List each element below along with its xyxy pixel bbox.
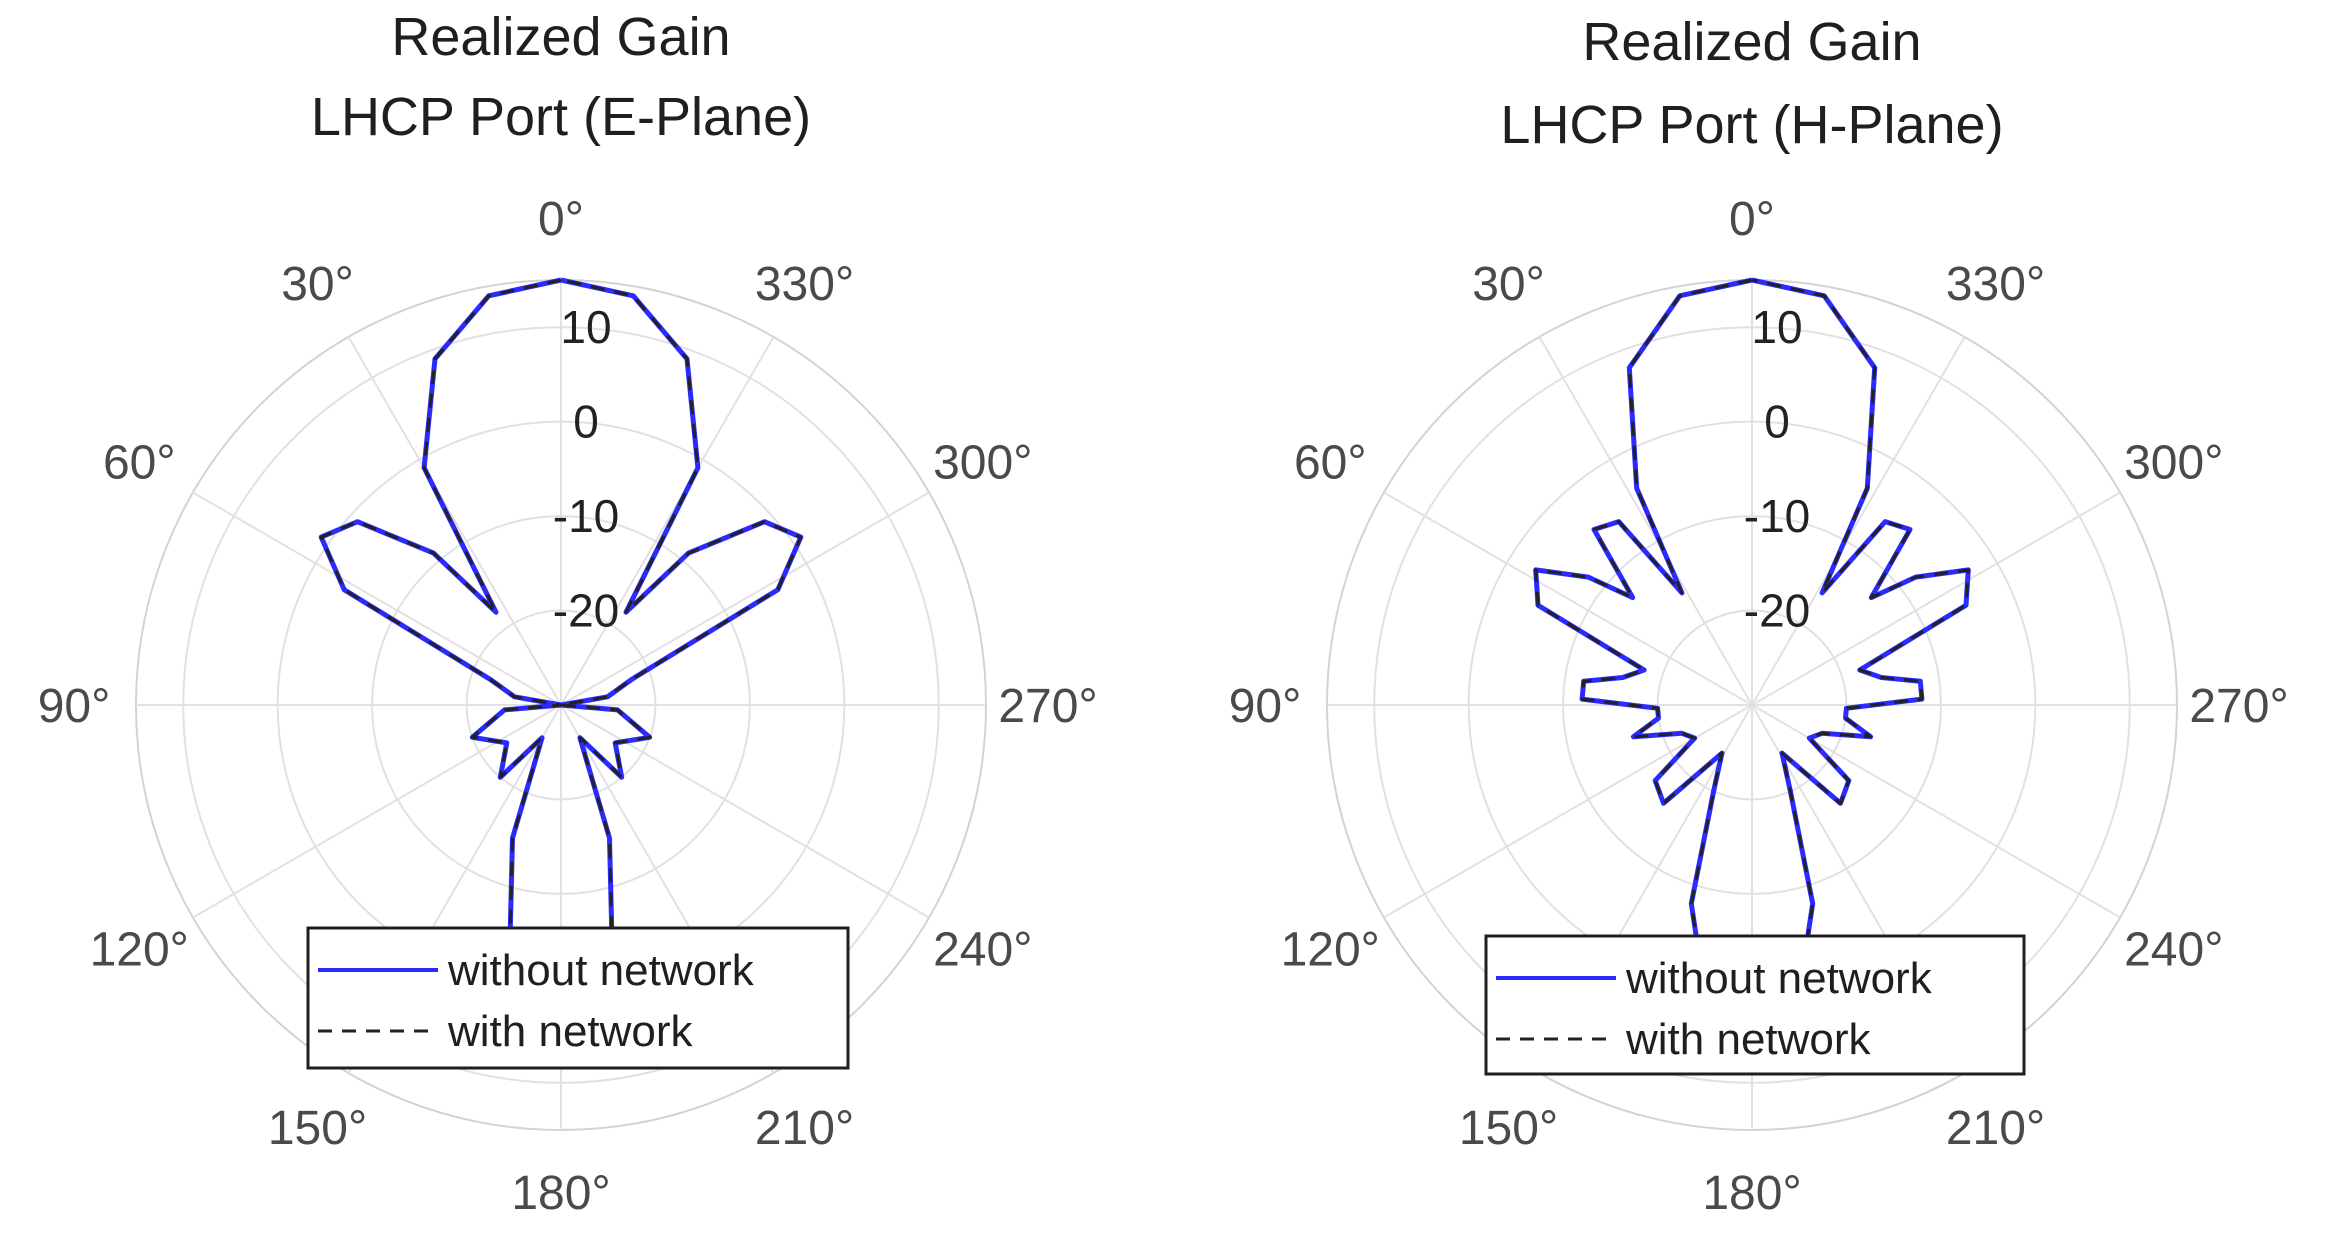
angle-tick-label: 180° (1702, 1167, 1801, 1220)
angle-tick-label: 240° (2124, 924, 2223, 977)
angle-tick-label: 0° (1729, 193, 1775, 246)
angle-tick-label: 330° (755, 258, 854, 311)
angle-tick-label: 60° (103, 437, 176, 490)
angle-tick-label: 90° (1229, 680, 1302, 733)
angle-tick-label: 300° (933, 437, 1032, 490)
radial-tick-label: -20 (553, 585, 619, 637)
grid-spoke (1751, 491, 2121, 706)
angle-tick-label: 210° (755, 1102, 854, 1155)
angle-tick-label: 30° (1472, 258, 1545, 311)
legend-entry-label: with network (1625, 1015, 1872, 1064)
legend-entry-label: without network (447, 946, 755, 995)
angle-tick-label: 240° (933, 924, 1032, 977)
grid-spoke (560, 491, 930, 706)
grid-spoke (347, 336, 562, 706)
grid-spoke (192, 491, 562, 706)
angle-tick-label: 120° (1281, 924, 1380, 977)
angle-tick-label: 180° (511, 1167, 610, 1220)
radial-tick-label: 0 (1764, 396, 1790, 448)
grid-spoke (1383, 491, 1753, 706)
radial-tick-label: 10 (1751, 301, 1802, 353)
chart-title-line-2: LHCP Port (H-Plane) (1500, 95, 2003, 155)
angle-tick-label: 330° (1946, 258, 2045, 311)
angle-tick-label: 60° (1294, 437, 1367, 490)
angle-tick-label: 150° (1459, 1102, 1558, 1155)
angle-tick-label: 210° (1946, 1102, 2045, 1155)
polar-chart-h-plane: Realized Gain LHCP Port (H-Plane) 0° 30° 60°… (1229, 12, 2289, 1220)
legend-box (1484, 934, 2026, 1076)
radial-tick-label: -10 (1744, 490, 1810, 542)
chart-title-line-1: Realized Gain (391, 7, 730, 67)
chart-title-line-1: Realized Gain (1582, 12, 1921, 72)
angle-tick-label: 150° (268, 1102, 367, 1155)
angle-tick-label: 270° (2189, 680, 2288, 733)
angle-tick-label: 270° (998, 680, 1097, 733)
angle-tick-label: 120° (90, 924, 189, 977)
legend-entry-label: without network (1625, 954, 1933, 1003)
grid-spoke (560, 336, 775, 706)
chart-title-line-2: LHCP Port (E-Plane) (311, 87, 811, 147)
angle-tick-label: 0° (538, 193, 584, 246)
radial-tick-label: -10 (553, 490, 619, 542)
angle-tick-label: 300° (2124, 437, 2223, 490)
legend-entry-label: with network (447, 1007, 694, 1056)
grid-spoke (1751, 336, 1966, 706)
radial-tick-label: 0 (573, 396, 599, 448)
series-line-with-network (319, 278, 803, 988)
grid-spoke (1538, 336, 1753, 706)
radial-tick-label: 10 (560, 301, 611, 353)
radial-tick-label: -20 (1744, 585, 1810, 637)
polar-chart-e-plane: Realized Gain LHCP Port (E-Plane) 0° 30° 60°… (38, 7, 1098, 1220)
angle-tick-label: 90° (38, 680, 111, 733)
angle-tick-label: 30° (281, 258, 354, 311)
legend-box (306, 926, 850, 1070)
